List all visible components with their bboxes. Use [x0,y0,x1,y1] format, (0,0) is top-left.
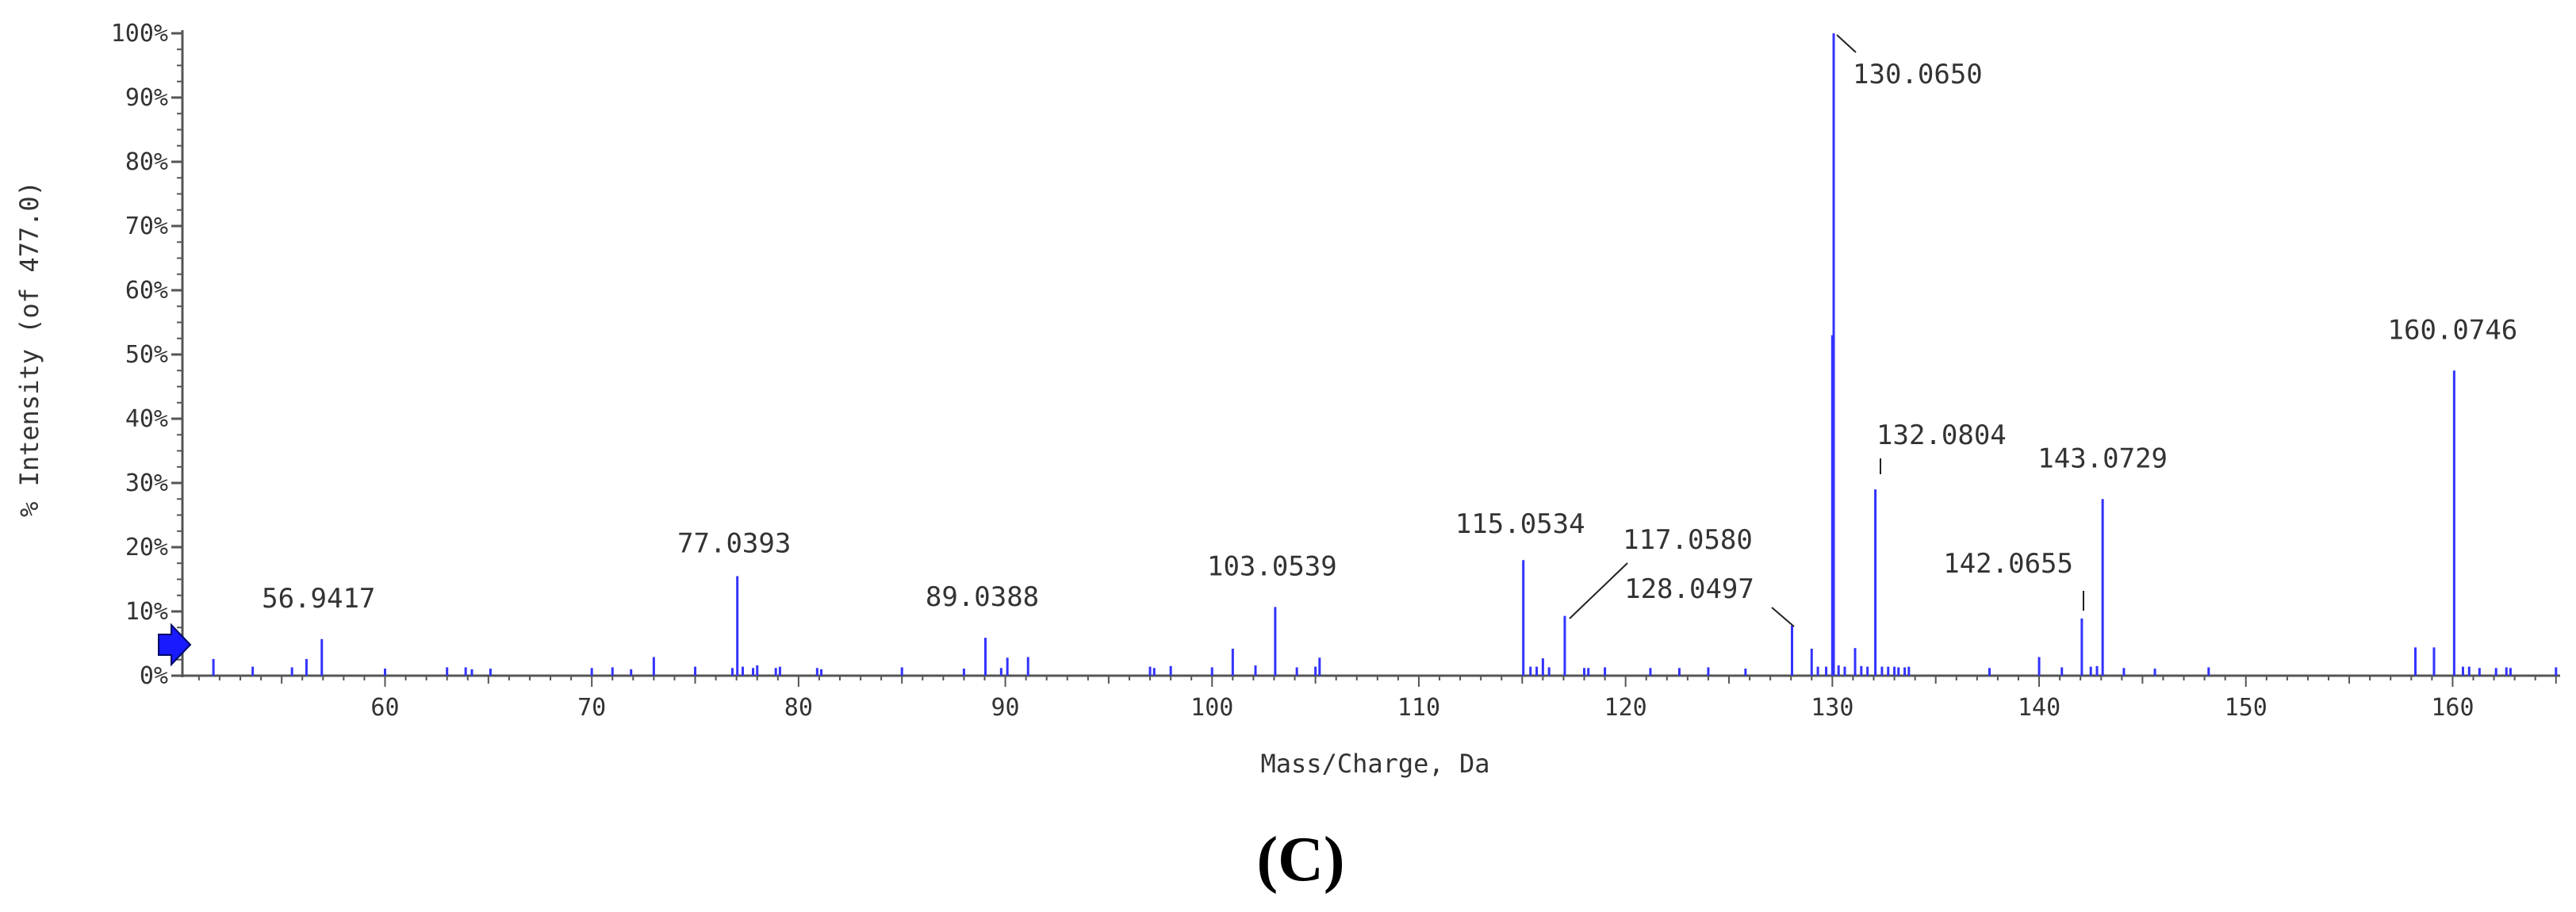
y-tick-label: 30% [125,469,168,497]
y-tick-label: 70% [125,213,168,240]
peak-label: 56.9417 [262,583,375,615]
peak-label: 128.0497 [1624,573,1754,605]
peak-label: 103.0539 [1207,550,1337,582]
peak-label: 89.0388 [926,581,1039,613]
peak-label: 142.0655 [1943,548,2073,580]
x-axis-title: Mass/Charge, Da [1261,749,1490,779]
y-tick-label: 0% [140,662,168,690]
x-tick-label: 160 [2431,694,2474,722]
y-tick-label: 50% [125,341,168,369]
peak-label-leader [1836,34,1857,53]
y-tick-label: 20% [125,534,168,561]
peak-label: 117.0580 [1623,524,1753,556]
peak-bars [212,33,2558,676]
x-tick-label: 80 [784,694,813,722]
x-tick-label: 70 [577,694,606,722]
peak-labels: 56.9417 77.0393 89.0388 103.0539 115.0534 117… [262,34,2518,627]
panel-label: (C) [1256,825,1344,895]
y-tick-label: 100% [111,20,168,48]
peak-label-leader [1771,607,1795,627]
peak-label: 115.0534 [1455,508,1585,540]
x-tick-label: 130 [1811,694,1853,722]
y-tick-label: 10% [125,598,168,626]
y-tick-label: 60% [125,277,168,305]
x-tick-label: 110 [1397,694,1440,722]
x-tick-label: 140 [2018,694,2060,722]
peak-label: 77.0393 [677,527,791,559]
y-tick-label: 40% [125,405,168,433]
x-axis: 60 70 80 90 100 110 120 130 140 150 160 [181,674,2560,722]
peak-label: 130.0650 [1853,59,1983,90]
x-tick-label: 100 [1190,694,1233,722]
peak-label-leader [1569,562,1628,619]
arrow-right-icon[interactable] [158,623,192,667]
y-axis: 0% 10% 20% 30% 40% 50% 60% 70% 80% 90% 100% [111,20,184,690]
y-tick-label: 90% [125,84,168,112]
peak-label: 132.0804 [1876,420,2007,451]
x-tick-label: 150 [2225,694,2267,722]
peak-label: 143.0729 [2037,443,2168,474]
y-tick-label: 80% [125,148,168,176]
y-axis-title: % Intensity (of 477.0) [14,181,44,517]
x-tick-label: 60 [370,694,399,722]
y-axis-title-group: % Intensity (of 477.0) [14,181,44,517]
x-tick-label: 120 [1604,694,1647,722]
x-tick-label: 90 [991,694,1020,722]
peak-label: 160.0746 [2388,314,2518,346]
intensity-threshold-marker[interactable] [158,623,192,667]
